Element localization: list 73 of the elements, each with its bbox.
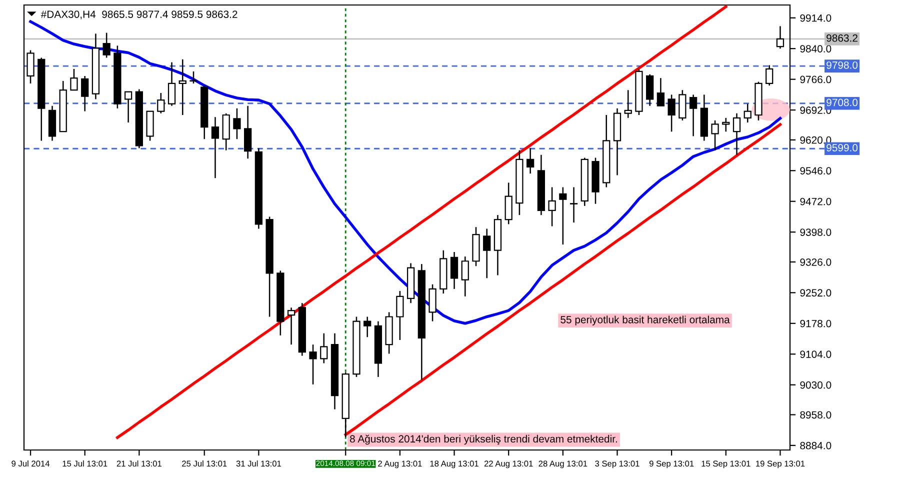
ref-line-label: 9863.2 [826, 34, 858, 42]
x-tick-label: 28 Aug 13:01 [538, 460, 588, 468]
candlestick [168, 62, 176, 106]
candlestick [483, 228, 491, 279]
candlestick [744, 103, 752, 124]
candlestick [396, 290, 404, 341]
candlestick [732, 112, 741, 156]
candlestick [233, 108, 241, 140]
y-tick-label: 8958.0 [800, 411, 832, 419]
candlestick [309, 344, 317, 386]
annotation: 55 periyotluk basit hareketli ortalama [560, 316, 730, 326]
candlestick [364, 316, 372, 338]
candlestick [102, 32, 110, 58]
candlestick [157, 92, 165, 114]
y-tick-label: 9178.0 [800, 320, 832, 328]
x-tick-label: 25 Jul 13:01 [182, 460, 227, 467]
y-tick-label: 9104.0 [800, 350, 832, 358]
y-tick-label: 9398.0 [800, 228, 832, 236]
x-tick-label: 22 Aug 13:01 [484, 460, 533, 468]
candlestick [211, 116, 220, 179]
candlestick [70, 68, 78, 91]
ref-line-label: 9599.0 [826, 144, 858, 152]
candlestick [287, 306, 296, 346]
y-tick-label: 9472.0 [800, 198, 832, 206]
candlestick [190, 70, 198, 84]
candlestick [656, 77, 665, 106]
y-tick-label: 9840.0 [800, 45, 832, 52]
candlestick [320, 332, 328, 364]
candlestick [559, 186, 567, 246]
y-tick-label: 9030.0 [800, 381, 832, 389]
x-tick-label: 18 Aug 13:01 [430, 460, 478, 468]
y-tick-label: 9252.0 [800, 289, 832, 297]
y-tick-label: 9326.0 [800, 258, 832, 266]
x-tick-label: 31 Jul 13:01 [236, 460, 281, 467]
x-tick-label: 15 Jul 13:01 [62, 460, 108, 467]
candlestick [526, 148, 534, 174]
x-tick-label: 9 Jul 2014 [12, 460, 50, 467]
candlestick [646, 74, 654, 106]
candlestick [26, 50, 34, 84]
candlestick [624, 89, 632, 119]
y-tick-label: 9546.0 [800, 167, 832, 175]
candlestick [504, 182, 512, 225]
candlestick [548, 186, 556, 227]
candlestick [244, 105, 252, 160]
candlestick [776, 26, 784, 50]
x-tick-label: 21 Jul 13:01 [116, 460, 162, 467]
candlestick [689, 94, 698, 137]
y-tick-label: 8884.0 [800, 442, 832, 450]
x-tick-label: 15 Sep 13:01 [702, 460, 750, 468]
ref-line-label: 9798.0 [826, 61, 858, 69]
candlestick [81, 75, 89, 112]
y-tick-label: 9914.0 [800, 14, 832, 22]
y-tick-label: 9766.0 [800, 76, 832, 84]
candlestick [766, 64, 774, 86]
x-tick-label: 3 Sep 13:01 [595, 460, 640, 468]
x-tick-label: 2 Aug 13:01 [378, 460, 422, 468]
y-tick-label: 9620.0 [800, 136, 832, 144]
candlestick [570, 186, 578, 224]
x-tick-label: 9 Sep 13:01 [649, 460, 694, 468]
candlestick [428, 284, 436, 322]
candlestick [722, 117, 730, 132]
candlestick [668, 94, 676, 132]
candlestick [678, 89, 686, 122]
ref-line-label: 9708.0 [826, 98, 858, 106]
candlestick [178, 58, 186, 116]
candlestick [461, 256, 469, 298]
candlestick [124, 91, 132, 124]
chart-title: #DAX30,H4 9865.5 9877.4 9859.5 9863.2 [40, 10, 238, 20]
x-tick-label: 19 Sep 13:01 [756, 460, 805, 468]
candlestick [450, 251, 458, 290]
candlestick [711, 120, 719, 151]
annotation: 8 Ağustos 2014'den beri yükseliş trendi devam etmektedir. [350, 434, 617, 445]
line-series [344, 123, 782, 436]
